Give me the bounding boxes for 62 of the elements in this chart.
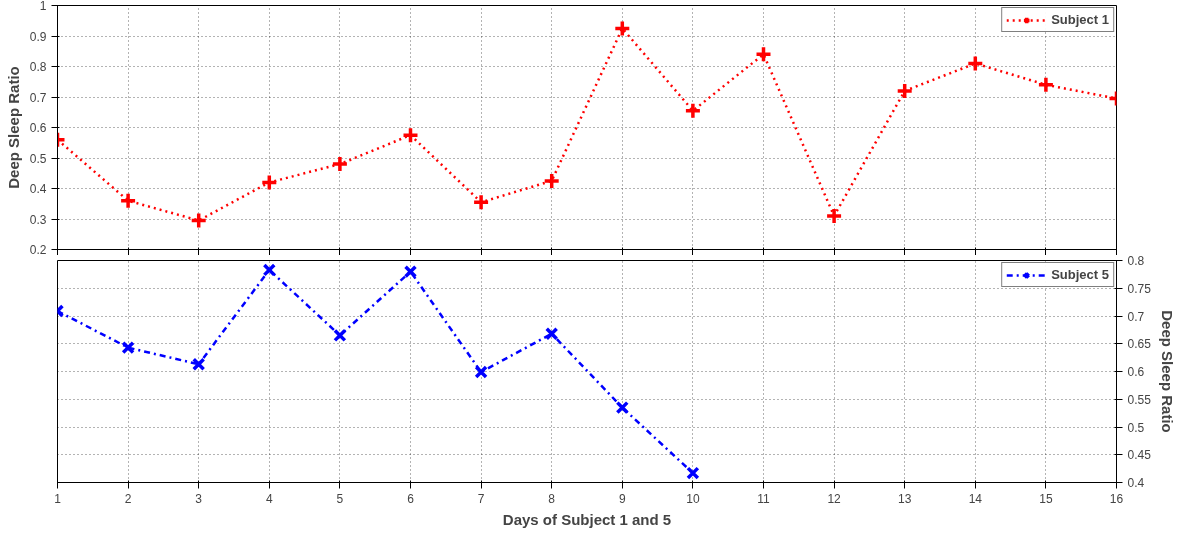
y2-tick-label: 0.4 [1127,476,1145,490]
x-tick-label: 9 [618,491,626,506]
point [401,126,420,144]
y-tick-label: 1 [39,0,47,13]
point [966,54,985,73]
point [615,400,629,415]
point [121,340,135,355]
y2-tick-label: 0.65 [1127,337,1152,352]
y2-tick-label: 0.45 [1127,448,1152,463]
x-axis-title: Days of Subject 1 and 5 [502,510,672,528]
y2-tick-label: 0.6 [1127,365,1145,379]
x-tick-label: 6 [407,491,415,506]
y-tick-label: 0.8 [29,60,47,74]
point [333,328,347,343]
x-tick-label: 3 [195,491,203,506]
legend-label: Subject 5 [1051,267,1109,282]
point [1037,76,1055,94]
x-tick-label: 15 [1039,491,1053,506]
point [262,263,276,277]
y-tick-label: 0.2 [29,243,47,257]
y2-tick-label: 0.75 [1127,281,1152,296]
x-tick-label: 1 [54,491,62,506]
x-tick-label: 5 [336,491,344,506]
point [895,82,914,100]
y-tick-label: 0.5 [29,151,47,166]
point [754,45,773,64]
y-tick-label: 0.6 [29,121,47,135]
x-tick-label: 8 [548,491,556,506]
y2-tick-label: 0.55 [1127,392,1152,407]
x-tick-label: 2 [124,491,132,506]
point [119,191,137,210]
point [403,264,418,279]
point [189,211,208,230]
point [545,327,559,341]
x-tick-label: 13 [898,491,912,506]
point [542,172,561,190]
y-tick-label: 0.9 [29,29,47,44]
x-tick-label: 10 [686,491,700,506]
y2-tick-label: 0.7 [1127,309,1145,324]
y-axis-title: Deep Sleep Ratio [4,66,22,189]
x-tick-label: 12 [827,491,842,506]
legend-label: Subject 1 [1051,12,1109,27]
x-tick-label: 11 [757,491,771,506]
point [825,207,843,225]
y-tick-label: 0.4 [29,182,47,196]
point [331,155,349,173]
x-tick-label: 14 [968,491,983,506]
point [684,101,702,120]
y2-tick-label: 0.5 [1127,420,1145,435]
x-tick-label: 16 [1109,491,1124,506]
y2-axis-title: Deep Sleep Ratio [1158,310,1176,433]
point [686,466,700,480]
point [472,193,490,211]
point [260,173,279,192]
point [474,365,488,379]
x-tick-label: 7 [477,491,485,506]
x-tick-label: 4 [265,491,273,506]
y-tick-label: 0.7 [29,90,47,105]
point [613,19,632,38]
point [192,357,206,371]
y-tick-label: 0.3 [29,212,47,227]
y2-tick-label: 0.8 [1127,254,1145,268]
